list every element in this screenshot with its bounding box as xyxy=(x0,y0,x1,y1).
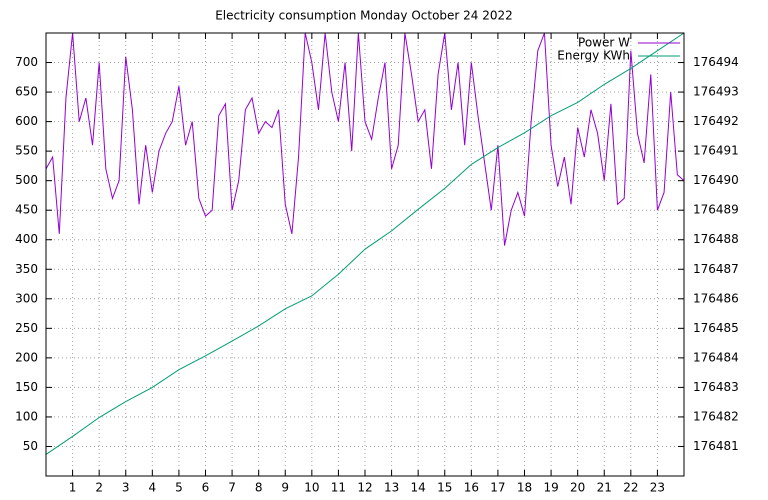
legend-label: Energy KWh xyxy=(557,49,630,63)
y2-tick-label: 176481 xyxy=(693,439,739,453)
x-tick-label: 19 xyxy=(543,481,558,495)
x-tick-label: 10 xyxy=(304,481,319,495)
y2-tick-label: 176491 xyxy=(693,144,739,158)
y2-tick-label: 176482 xyxy=(693,409,739,423)
y2-tick-label: 176493 xyxy=(693,85,739,99)
y2-tick-label: 176489 xyxy=(693,203,739,217)
x-tick-label: 1 xyxy=(69,481,77,495)
x-tick-label: 15 xyxy=(437,481,452,495)
y-tick-label: 600 xyxy=(15,114,38,128)
series-line xyxy=(45,32,685,246)
y2-tick-label: 176483 xyxy=(693,380,739,394)
series-line xyxy=(45,32,685,455)
x-tick-label: 18 xyxy=(517,481,532,495)
y2-tick-label: 176494 xyxy=(693,55,739,69)
y-tick-label: 100 xyxy=(15,409,38,423)
y2-tick-label: 176487 xyxy=(693,262,739,276)
x-tick-label: 7 xyxy=(228,481,236,495)
x-tick-label: 13 xyxy=(384,481,399,495)
y-tick-label: 650 xyxy=(15,85,38,99)
x-tick-label: 23 xyxy=(650,481,665,495)
y-tick-label: 300 xyxy=(15,291,38,305)
x-tick-label: 8 xyxy=(255,481,263,495)
chart-title: Electricity consumption Monday October 2… xyxy=(215,9,513,23)
y-tick-label: 250 xyxy=(15,321,38,335)
x-tick-label: 11 xyxy=(331,481,346,495)
y-tick-label: 550 xyxy=(15,144,38,158)
y-tick-label: 200 xyxy=(15,350,38,364)
y-tick-label: 700 xyxy=(15,55,38,69)
y-tick-label: 500 xyxy=(15,173,38,187)
x-tick-label: 17 xyxy=(490,481,505,495)
x-tick-label: 2 xyxy=(95,481,103,495)
y-tick-label: 350 xyxy=(15,262,38,276)
x-tick-label: 9 xyxy=(281,481,289,495)
y-tick-label: 150 xyxy=(15,380,38,394)
y2-tick-label: 176486 xyxy=(693,291,739,305)
plot-border xyxy=(45,32,685,477)
x-tick-label: 6 xyxy=(202,481,210,495)
y2-tick-label: 176488 xyxy=(693,232,739,246)
y2-tick-label: 176490 xyxy=(693,173,739,187)
y-tick-label: 400 xyxy=(15,232,38,246)
legend-label: Power W xyxy=(578,36,630,50)
y-tick-label: 50 xyxy=(23,439,38,453)
y2-tick-label: 176492 xyxy=(693,114,739,128)
x-tick-label: 12 xyxy=(357,481,372,495)
y-tick-label: 450 xyxy=(15,203,38,217)
x-tick-label: 5 xyxy=(175,481,183,495)
x-tick-label: 3 xyxy=(122,481,130,495)
y2-tick-label: 176484 xyxy=(693,350,739,364)
x-tick-label: 22 xyxy=(623,481,638,495)
x-tick-label: 20 xyxy=(570,481,585,495)
y2-tick-label: 176485 xyxy=(693,321,739,335)
x-tick-label: 16 xyxy=(464,481,479,495)
x-tick-label: 14 xyxy=(411,481,426,495)
x-tick-label: 4 xyxy=(149,481,157,495)
x-tick-label: 21 xyxy=(597,481,612,495)
